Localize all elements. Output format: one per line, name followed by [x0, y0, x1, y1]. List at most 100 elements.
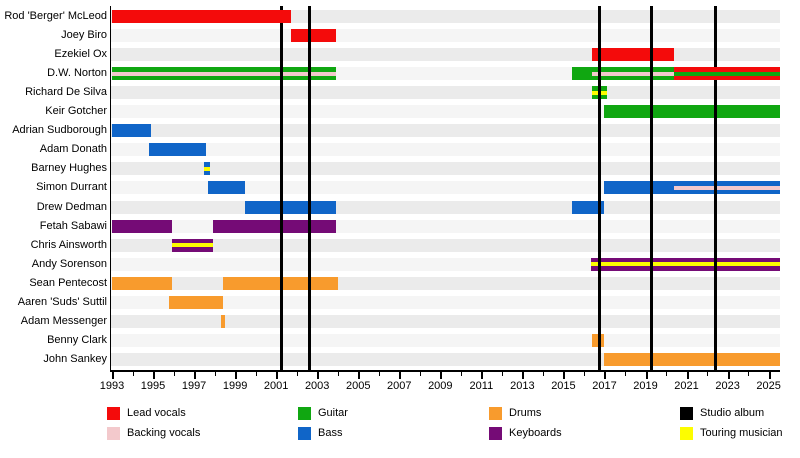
axis-tick-label: 2017: [592, 380, 617, 392]
axis-tick: [317, 372, 320, 379]
member-label: Adrian Sudborough: [12, 124, 107, 137]
member-label: Adam Donath: [39, 143, 107, 156]
legend-label: Touring musician: [700, 427, 783, 439]
axis-tick-label: 2011: [469, 380, 494, 392]
member-label: Ezekiel Ox: [54, 48, 107, 61]
member-row-track: [111, 162, 780, 176]
axis-tick-label: 1999: [222, 380, 248, 392]
axis-tick: [666, 372, 668, 376]
axis-tick: [625, 372, 626, 376]
bar-stripe-backing_vocals: [592, 71, 675, 76]
bar-stripe-touring: [591, 262, 780, 267]
member-row-track: [111, 314, 780, 328]
member-label: Keir Gotcher: [45, 105, 107, 118]
axis-tick: [194, 372, 197, 379]
axis-tick: [358, 372, 361, 379]
timeline-bar-bass: [208, 181, 246, 195]
legend-label: Backing vocals: [127, 427, 201, 439]
timeline-bar-guitar: [604, 105, 780, 119]
timeline-bar-drums: [112, 276, 172, 290]
member-row-track: [111, 295, 780, 309]
timeline-bar-bass: [148, 143, 207, 157]
bar-stripe-guitar: [674, 71, 780, 76]
axis-tick-label: 2001: [263, 380, 289, 392]
member-label: D.W. Norton: [47, 67, 107, 80]
timeline-bar-lead_vocals: [592, 48, 675, 62]
axis-tick: [296, 372, 298, 376]
member-row-track: [111, 29, 780, 43]
member-label: Benny Clark: [47, 333, 107, 346]
timeline-bar-guitar: [571, 67, 675, 81]
bass-swatch-icon: [298, 427, 311, 440]
timeline-bar-bass: [112, 124, 151, 138]
timeline-bar-lead_vocals: [290, 29, 336, 43]
bar-stripe-backing_vocals: [112, 71, 336, 76]
axis-tick-label: 2019: [633, 380, 658, 392]
member-label: Chris Ainsworth: [30, 238, 107, 251]
studio-album-line: [713, 6, 717, 372]
axis-tick: [604, 372, 607, 379]
axis-tick: [686, 372, 689, 379]
axis-tick: [542, 372, 544, 376]
axis-tick: [378, 372, 380, 376]
member-label: Barney Hughes: [31, 162, 107, 175]
member-label: Adam Messenger: [20, 314, 107, 327]
axis-tick: [419, 372, 421, 376]
member-label: Drew Dedman: [36, 200, 107, 213]
keyboards-swatch-icon: [489, 427, 502, 440]
axis-tick: [522, 372, 525, 379]
axis-tick: [112, 372, 114, 379]
member-label: Simon Durrant: [36, 181, 107, 194]
member-label: Aaren 'Suds' Suttil: [17, 295, 107, 308]
axis-tick: [173, 372, 175, 376]
timeline-bar-keyboards: [591, 257, 780, 271]
member-row-track: [111, 276, 780, 290]
backing-vocals-swatch-icon: [107, 427, 120, 440]
member-label: Fetah Sabawi: [39, 219, 107, 232]
legend: Lead vocals Backing vocals Guitar Bass D…: [0, 400, 800, 450]
legend-label: Bass: [318, 427, 343, 439]
timeline-bar-bass: [604, 181, 780, 195]
member-label: Sean Pentecost: [29, 276, 107, 289]
timeline-bar-bass: [245, 200, 336, 214]
legend-label: Guitar: [318, 407, 348, 419]
axis-tick: [153, 372, 156, 379]
axis-tick-label: 2021: [674, 380, 699, 392]
axis-tick: [501, 372, 503, 376]
member-label: John Sankey: [43, 352, 107, 365]
timeline-bar-bass: [204, 162, 211, 176]
member-row-track: [111, 48, 780, 62]
studio-album-swatch-icon: [680, 407, 693, 420]
timeline-bar-keyboards: [212, 219, 336, 233]
member-label: Rod 'Berger' McLeod: [4, 10, 107, 22]
studio-album-line: [649, 6, 653, 372]
axis-tick: [481, 372, 484, 379]
bar-stripe-backing_vocals: [674, 185, 780, 190]
axis-tick-label: 2025: [756, 380, 781, 392]
axis-tick: [460, 372, 462, 376]
axis-tick-label: 2023: [715, 380, 740, 392]
axis-tick-label: 1997: [181, 380, 207, 392]
timeline-bar-lead_vocals: [112, 10, 291, 23]
member-row-track: [111, 124, 780, 138]
timeline-bar-keyboards: [171, 238, 213, 252]
legend-label: Studio album: [700, 407, 765, 419]
axis-tick-label: 2003: [304, 380, 330, 392]
x-axis-line: [110, 370, 780, 372]
studio-album-line: [307, 6, 311, 372]
member-row-track: [111, 238, 780, 252]
lead-vocals-swatch-icon: [107, 407, 120, 420]
studio-album-line: [597, 6, 601, 372]
timeline-bar-lead_vocals: [674, 67, 780, 81]
legend-label: Keyboards: [509, 427, 562, 439]
axis-tick: [235, 372, 238, 379]
timeline-bar-drums: [169, 295, 223, 309]
timeline-bar-keyboards: [112, 219, 172, 233]
axis-tick-label: 2009: [428, 380, 453, 392]
member-label: Joey Biro: [61, 29, 107, 42]
bar-stripe-touring: [204, 166, 211, 171]
axis-tick: [132, 372, 134, 376]
member-row-track: [111, 86, 780, 100]
axis-tick: [583, 372, 585, 376]
